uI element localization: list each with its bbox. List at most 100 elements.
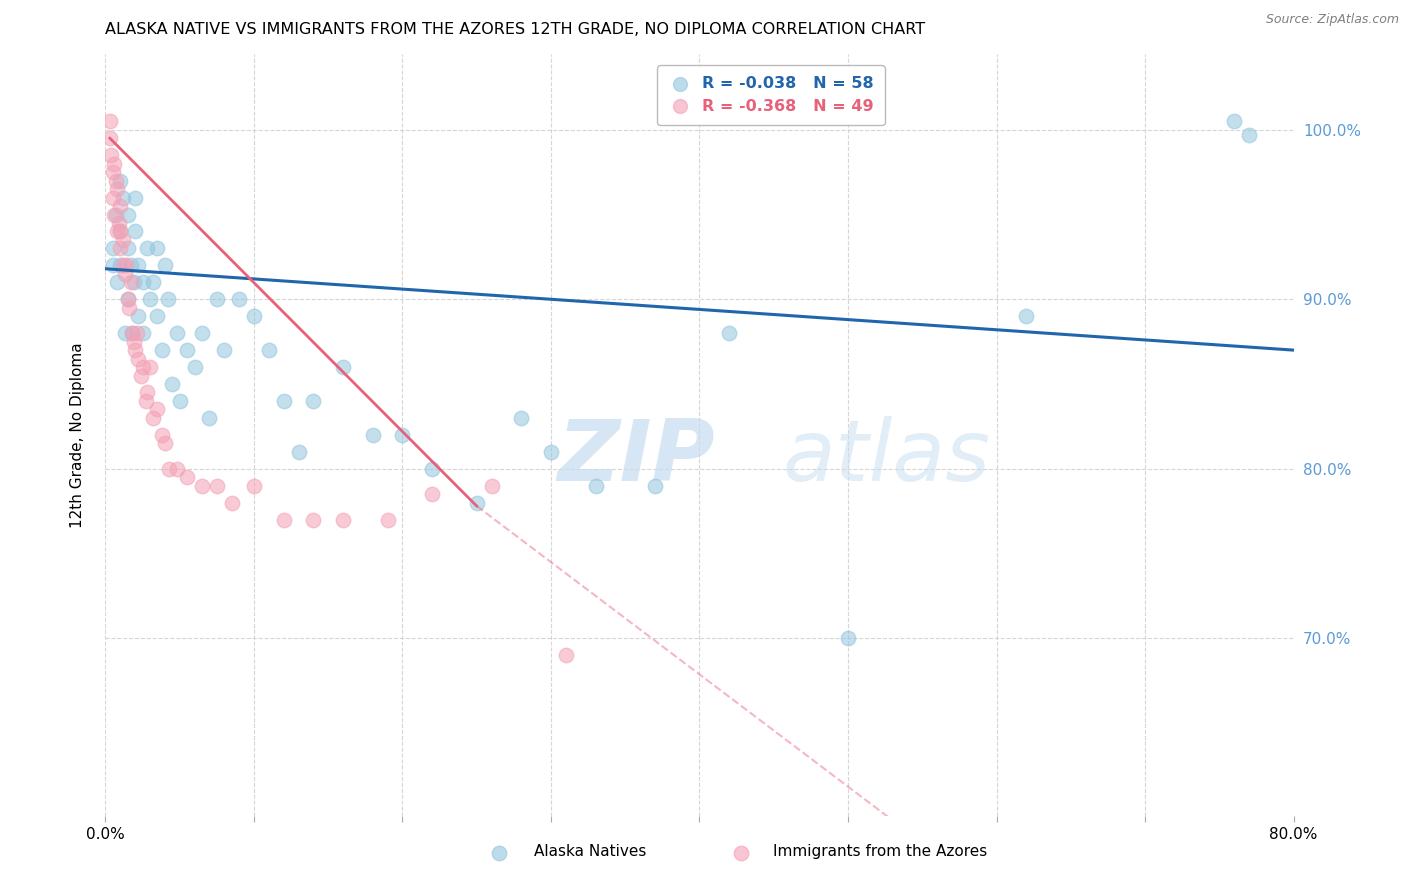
Point	[100, 148, 122, 162]
Point	[488, 846, 510, 860]
Point	[243, 309, 266, 323]
Point	[391, 428, 413, 442]
Point	[120, 258, 142, 272]
Point	[166, 461, 188, 475]
Point	[257, 343, 280, 358]
Point	[420, 487, 443, 501]
Point	[510, 410, 533, 425]
Point	[176, 343, 198, 358]
Text: Immigrants from the Azores: Immigrants from the Azores	[773, 845, 987, 859]
Point	[101, 258, 124, 272]
Point	[105, 225, 128, 239]
Point	[332, 512, 354, 526]
Point	[121, 326, 143, 341]
Point	[142, 275, 165, 289]
Point	[644, 478, 666, 492]
Point	[837, 632, 859, 646]
Point	[191, 326, 214, 341]
Point	[730, 846, 752, 860]
Point	[420, 461, 443, 475]
Point	[112, 233, 135, 247]
Point	[101, 165, 124, 179]
Point	[273, 394, 295, 409]
Point	[124, 343, 146, 358]
Point	[101, 242, 124, 256]
Point	[120, 275, 142, 289]
Point	[117, 242, 139, 256]
Point	[117, 208, 139, 222]
Point	[554, 648, 576, 662]
Point	[183, 359, 205, 375]
Point	[302, 394, 325, 409]
Point	[101, 191, 124, 205]
Point	[1237, 128, 1260, 142]
Text: ALASKA NATIVE VS IMMIGRANTS FROM THE AZORES 12TH GRADE, NO DIPLOMA CORRELATION C: ALASKA NATIVE VS IMMIGRANTS FROM THE AZO…	[105, 22, 925, 37]
Point	[110, 174, 132, 188]
Point	[156, 293, 179, 307]
Point	[332, 359, 354, 375]
Point	[465, 496, 488, 510]
Point	[127, 258, 149, 272]
Point	[1015, 309, 1038, 323]
Point	[129, 368, 152, 383]
Point	[205, 478, 228, 492]
Point	[103, 208, 125, 222]
Point	[110, 225, 132, 239]
Point	[243, 478, 266, 492]
Point	[585, 478, 607, 492]
Point	[105, 275, 128, 289]
Point	[142, 410, 165, 425]
Point	[540, 445, 562, 458]
Point	[105, 182, 128, 196]
Point	[169, 394, 191, 409]
Point	[121, 326, 143, 341]
Point	[221, 496, 243, 510]
Point	[302, 512, 325, 526]
Point	[205, 293, 228, 307]
Point	[117, 293, 139, 307]
Point	[150, 428, 173, 442]
Point	[287, 445, 309, 458]
Point	[481, 478, 503, 492]
Point	[718, 326, 741, 341]
Point	[157, 461, 180, 475]
Point	[108, 216, 131, 230]
Point	[139, 293, 162, 307]
Point	[162, 377, 184, 392]
Point	[153, 258, 176, 272]
Point	[110, 242, 132, 256]
Point	[98, 114, 121, 128]
Point	[110, 225, 132, 239]
Point	[136, 385, 159, 400]
Point	[122, 275, 145, 289]
Point	[124, 225, 146, 239]
Point	[377, 512, 399, 526]
Point	[110, 199, 132, 213]
Text: Alaska Natives: Alaska Natives	[534, 845, 647, 859]
Point	[361, 428, 384, 442]
Text: ZIP: ZIP	[557, 417, 714, 500]
Text: atlas: atlas	[783, 417, 991, 500]
Y-axis label: 12th Grade, No Diploma: 12th Grade, No Diploma	[70, 342, 84, 528]
Point	[228, 293, 250, 307]
Point	[131, 359, 153, 375]
Point	[114, 267, 136, 281]
Point	[136, 242, 159, 256]
Point	[146, 402, 169, 417]
Point	[110, 258, 132, 272]
Point	[98, 131, 121, 145]
Point	[139, 359, 162, 375]
Point	[153, 436, 176, 450]
Point	[112, 191, 135, 205]
Point	[166, 326, 188, 341]
Point	[273, 512, 295, 526]
Point	[114, 326, 136, 341]
Point	[104, 208, 127, 222]
Point	[146, 309, 169, 323]
Point	[198, 410, 221, 425]
Point	[131, 275, 153, 289]
Point	[135, 394, 157, 409]
Point	[127, 309, 149, 323]
Point	[1223, 114, 1246, 128]
Point	[117, 293, 139, 307]
